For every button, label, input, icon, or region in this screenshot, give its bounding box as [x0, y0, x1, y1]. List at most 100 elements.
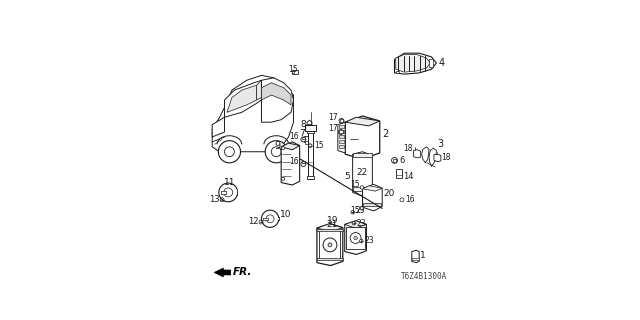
Circle shape [328, 243, 332, 247]
Polygon shape [281, 142, 300, 185]
Text: 5: 5 [344, 172, 350, 181]
Circle shape [339, 130, 343, 134]
Bar [339, 135, 344, 138]
Circle shape [282, 177, 285, 180]
Text: 18: 18 [442, 153, 451, 162]
Bar [292, 70, 298, 74]
Polygon shape [434, 154, 441, 162]
Text: 17: 17 [328, 124, 337, 133]
Circle shape [351, 210, 355, 214]
Circle shape [271, 147, 281, 157]
Bar [353, 188, 372, 191]
Circle shape [224, 188, 233, 197]
Circle shape [282, 147, 285, 149]
Text: 15: 15 [314, 141, 324, 150]
Circle shape [225, 147, 234, 157]
Polygon shape [345, 221, 367, 254]
Polygon shape [413, 150, 420, 158]
Bar [429, 59, 433, 67]
Text: FR.: FR. [232, 268, 252, 277]
Circle shape [266, 215, 274, 223]
Polygon shape [396, 54, 430, 72]
Text: 14: 14 [403, 172, 413, 181]
Polygon shape [212, 85, 294, 152]
Polygon shape [225, 75, 294, 108]
Text: 15: 15 [350, 206, 360, 215]
Circle shape [392, 157, 397, 163]
Bar [317, 258, 343, 260]
Text: 18: 18 [403, 144, 413, 153]
Text: 3: 3 [438, 139, 444, 149]
Polygon shape [422, 147, 429, 163]
Text: 8: 8 [300, 120, 306, 129]
Bar [305, 136, 308, 142]
Bar [302, 137, 305, 139]
Text: 20: 20 [383, 189, 395, 198]
Polygon shape [257, 80, 262, 100]
Circle shape [292, 71, 295, 74]
Text: 22: 22 [356, 168, 367, 177]
Text: 17: 17 [328, 113, 338, 122]
Bar [339, 130, 344, 133]
Polygon shape [338, 122, 345, 153]
Bar [364, 203, 381, 206]
Bar [392, 159, 397, 162]
Bar [396, 71, 399, 73]
Bar [339, 145, 344, 148]
Text: 4: 4 [439, 58, 445, 68]
Text: 11: 11 [224, 178, 235, 187]
Polygon shape [362, 186, 382, 191]
Circle shape [339, 118, 344, 124]
Text: 23: 23 [356, 206, 365, 215]
Circle shape [265, 141, 287, 163]
Bar [221, 191, 226, 194]
Circle shape [360, 207, 364, 210]
Polygon shape [317, 224, 343, 232]
Bar [396, 169, 402, 178]
Polygon shape [262, 83, 291, 105]
Circle shape [301, 162, 306, 166]
Circle shape [323, 238, 337, 252]
Polygon shape [281, 143, 300, 150]
Polygon shape [317, 224, 343, 266]
Text: 6: 6 [399, 156, 405, 165]
Bar [346, 227, 365, 249]
Bar [307, 130, 314, 133]
Circle shape [400, 198, 404, 202]
Bar [317, 228, 343, 231]
Bar [412, 258, 419, 260]
Circle shape [350, 233, 361, 244]
Bar [319, 230, 340, 260]
Polygon shape [262, 78, 294, 122]
Polygon shape [212, 117, 225, 137]
Text: T6Z4B1300A: T6Z4B1300A [401, 272, 447, 281]
Polygon shape [214, 268, 230, 277]
Text: 9: 9 [275, 140, 280, 151]
Polygon shape [307, 120, 312, 124]
Circle shape [360, 186, 364, 189]
Polygon shape [345, 116, 380, 159]
Bar [339, 125, 344, 128]
Circle shape [259, 220, 263, 224]
Circle shape [354, 236, 357, 240]
Circle shape [352, 221, 356, 225]
Text: 19: 19 [327, 216, 339, 225]
Circle shape [308, 144, 312, 147]
Polygon shape [345, 117, 380, 126]
Bar [307, 176, 314, 179]
Polygon shape [394, 53, 436, 74]
Text: 7: 7 [300, 129, 305, 138]
Text: 23: 23 [364, 236, 374, 245]
Text: 10: 10 [280, 210, 291, 219]
Text: 1: 1 [420, 251, 426, 260]
Text: 16: 16 [405, 195, 415, 204]
Polygon shape [429, 148, 436, 166]
Bar [305, 124, 316, 131]
Circle shape [301, 137, 306, 142]
Circle shape [218, 141, 241, 163]
Text: 21: 21 [326, 220, 337, 229]
Text: 2: 2 [382, 130, 388, 140]
Text: 12: 12 [248, 218, 259, 227]
Polygon shape [353, 152, 372, 196]
Text: 15: 15 [350, 180, 360, 189]
